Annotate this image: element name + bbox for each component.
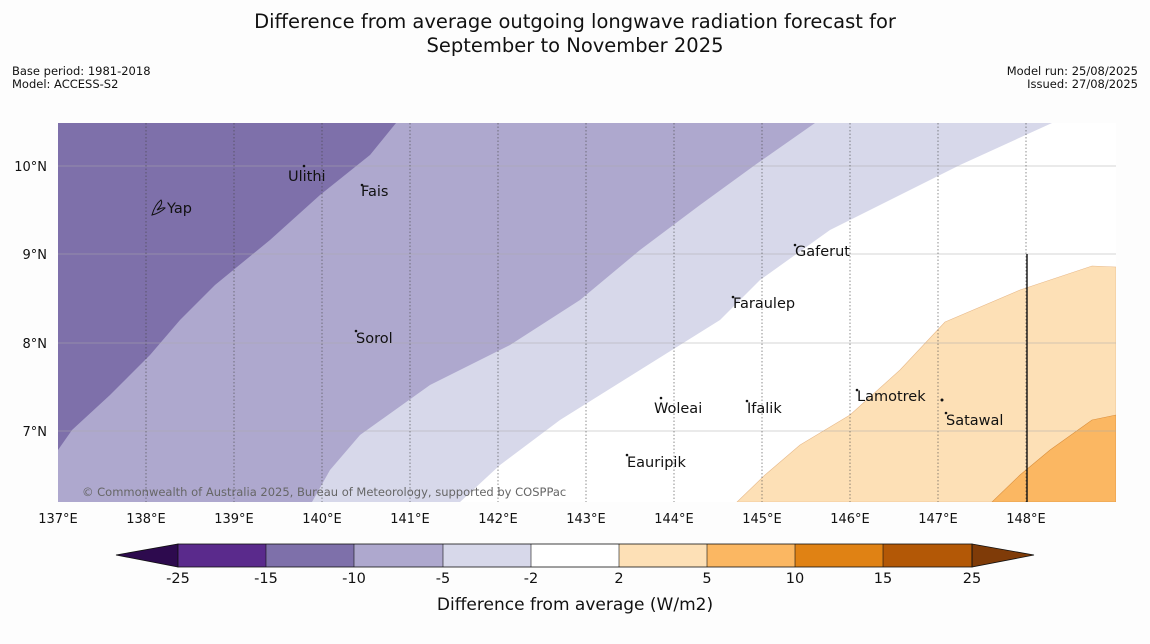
colorbar-upper-extension xyxy=(971,543,1035,568)
colorbar-segment-4 xyxy=(443,544,531,567)
colorbar-tick-label: -10 xyxy=(342,571,366,587)
colorbar-ticks: -25 -15 -10 -5 -2 2 5 10 15 25 xyxy=(166,571,981,587)
place-label-fais: Fais xyxy=(361,184,388,200)
place-label-sorol: Sorol xyxy=(356,331,393,347)
colorbar-segment-7 xyxy=(707,544,795,567)
place-label-ifalik: Ifalik xyxy=(747,401,782,417)
lon-label-143: 143°E xyxy=(566,512,606,527)
place-label-eauripik: Eauripik xyxy=(627,455,686,471)
colorbar-lower-extension xyxy=(115,543,179,568)
issued-date-text: Issued: 27/08/2025 xyxy=(1027,77,1138,91)
longitude-labels: 137°E 138°E 139°E 140°E 141°E 142°E 143°… xyxy=(38,512,1046,527)
faraulep-island-marker xyxy=(731,295,735,299)
lon-label-137: 137°E xyxy=(38,512,78,527)
latitude-labels: 10°N 9°N 8°N 7°N xyxy=(14,160,47,440)
colorbar-dividers xyxy=(265,544,884,567)
place-label-yap: Yap xyxy=(166,201,192,217)
place-label-woleai: Woleai xyxy=(654,401,702,417)
colorbar-segment-2 xyxy=(266,544,354,567)
place-label-satawal: Satawal xyxy=(946,413,1003,429)
ifalik-island-marker xyxy=(745,399,749,403)
band-minus15-to-minus10 xyxy=(58,123,396,450)
lon-label-148: 148°E xyxy=(1006,512,1046,527)
ulithi-island-marker xyxy=(302,164,306,168)
title-line-1: Difference from average outgoing longwav… xyxy=(254,10,896,33)
small-island-marker xyxy=(940,398,944,402)
lat-label-8: 8°N xyxy=(23,337,48,352)
lon-label-140: 140°E xyxy=(302,512,342,527)
lon-label-138: 138°E xyxy=(126,512,166,527)
islands xyxy=(151,164,948,457)
eauripik-island-marker xyxy=(625,453,629,457)
model-name-text: Model: ACCESS-S2 xyxy=(12,77,119,91)
fais-island-marker xyxy=(360,183,364,187)
copyright-notice: © Commonwealth of Australia 2025, Bureau… xyxy=(82,485,566,499)
title-line-2: September to November 2025 xyxy=(426,34,724,57)
colorbar-tick-label: 25 xyxy=(963,571,981,587)
lon-label-141: 141°E xyxy=(390,512,430,527)
yap-island-outline xyxy=(151,199,166,216)
map-title: Difference from average outgoing longwav… xyxy=(0,10,1150,58)
colorbar-segment-5 xyxy=(531,544,619,567)
colorbar-segment-9 xyxy=(883,544,972,567)
metadata-right: Model run: 25/08/2025 Issued: 27/08/2025 xyxy=(1007,65,1138,91)
lat-label-10: 10°N xyxy=(14,160,47,175)
place-label-lamotrek: Lamotrek xyxy=(857,389,926,405)
place-label-faraulep: Faraulep xyxy=(733,296,795,312)
colorbar-label: Difference from average (W/m2) xyxy=(437,595,713,615)
place-label-gaferut: Gaferut xyxy=(795,244,850,260)
lon-label-146: 146°E xyxy=(830,512,870,527)
colorbar-segment-3 xyxy=(354,544,443,567)
lat-label-7: 7°N xyxy=(23,425,48,440)
colorbar: -25 -15 -10 -5 -2 2 5 10 15 25 Differenc… xyxy=(115,543,1035,615)
woleai-island-marker xyxy=(659,396,663,400)
lon-label-139: 139°E xyxy=(214,512,254,527)
colorbar-tick-label: 2 xyxy=(614,571,623,587)
colorbar-tick-label: 10 xyxy=(786,571,804,587)
colorbar-segment-1 xyxy=(178,544,266,567)
place-label-ulithi: Ulithi xyxy=(288,169,326,185)
gaferut-island-marker xyxy=(793,243,797,247)
colorbar-segment-8 xyxy=(795,544,883,567)
lon-label-142: 142°E xyxy=(478,512,518,527)
lon-label-144: 144°E xyxy=(654,512,694,527)
colorbar-tick-label: -25 xyxy=(166,571,190,587)
lon-label-147: 147°E xyxy=(918,512,958,527)
map-plot-area xyxy=(58,123,1116,502)
sorol-island-marker xyxy=(354,329,358,333)
lat-label-9: 9°N xyxy=(23,248,48,263)
gridlines xyxy=(58,123,1116,502)
colorbar-tick-label: -5 xyxy=(436,571,450,587)
satawal-island-marker xyxy=(944,411,948,415)
colorbar-tick-label: -2 xyxy=(524,571,538,587)
metadata-left: Base period: 1981-2018 Model: ACCESS-S2 xyxy=(12,65,151,91)
lon-label-145: 145°E xyxy=(742,512,782,527)
place-labels: Yap Ulithi Fais Gaferut Faraulep Sorol W… xyxy=(166,169,1003,471)
colorbar-tick-label: 5 xyxy=(702,571,711,587)
lamotrek-island-marker xyxy=(855,388,859,392)
colorbar-tick-label: -15 xyxy=(254,571,278,587)
colorbar-tick-label: 15 xyxy=(874,571,892,587)
model-run-text: Model run: 25/08/2025 xyxy=(1006,64,1138,78)
colorbar-segment-6 xyxy=(619,544,707,567)
band-5-to-10 xyxy=(991,414,1116,502)
colorbar-outline xyxy=(177,543,973,568)
base-period-text: Base period: 1981-2018 xyxy=(12,64,151,78)
